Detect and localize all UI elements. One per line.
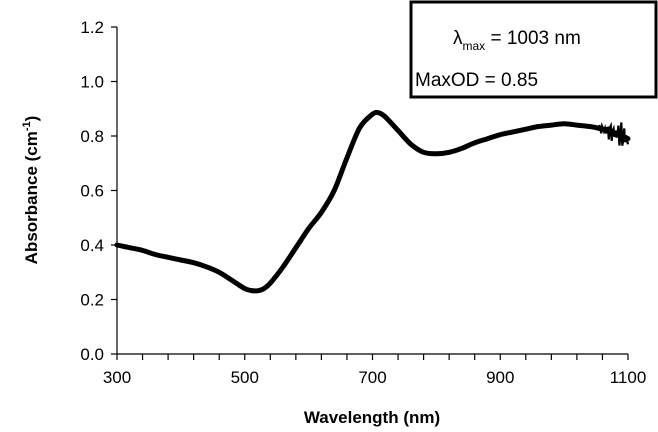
noise-tail [598,121,630,146]
x-axis-title: Wavelength (nm) [304,408,440,427]
max-od-label: MaxOD = 0.85 [415,70,538,91]
absorbance-line [114,109,631,294]
x-tick-label: 500 [231,368,259,387]
x-ticks: 300 500 700 900 1100 [103,354,646,387]
lambda-max-label: λmax = 1003 nm [453,28,581,53]
x-tick-label: 700 [358,368,386,387]
x-tick-label: 1100 [610,368,647,387]
annotation-box: λmax = 1003 nm MaxOD = 0.85 [409,0,658,99]
y-tick-label: 0.6 [80,182,104,201]
annotation-frame [409,0,658,99]
lambda-symbol: λ [453,28,463,49]
y-tick-label: 0.8 [80,127,104,146]
y-axis-title-superscript: -1 [21,121,33,131]
x-tick-label: 300 [103,368,131,387]
y-tick-label: 0.0 [80,345,104,364]
y-axis-title-main: Absorbance (cm [22,131,41,264]
x-tick-label: 900 [486,368,514,387]
y-axis-title: Absorbance (cm-1) [21,116,41,265]
lambda-max-value: = 1003 nm [485,28,581,49]
y-tick-label: 0.4 [80,236,104,255]
y-tick-label: 0.2 [80,291,104,310]
lambda-subscript: max [463,39,486,53]
y-axis-title-end: ) [22,116,41,122]
y-tick-label: 1.0 [80,73,104,92]
y-ticks: 0.0 0.2 0.4 0.6 0.8 1.0 1.2 [80,18,117,364]
y-tick-label: 1.2 [80,18,104,37]
